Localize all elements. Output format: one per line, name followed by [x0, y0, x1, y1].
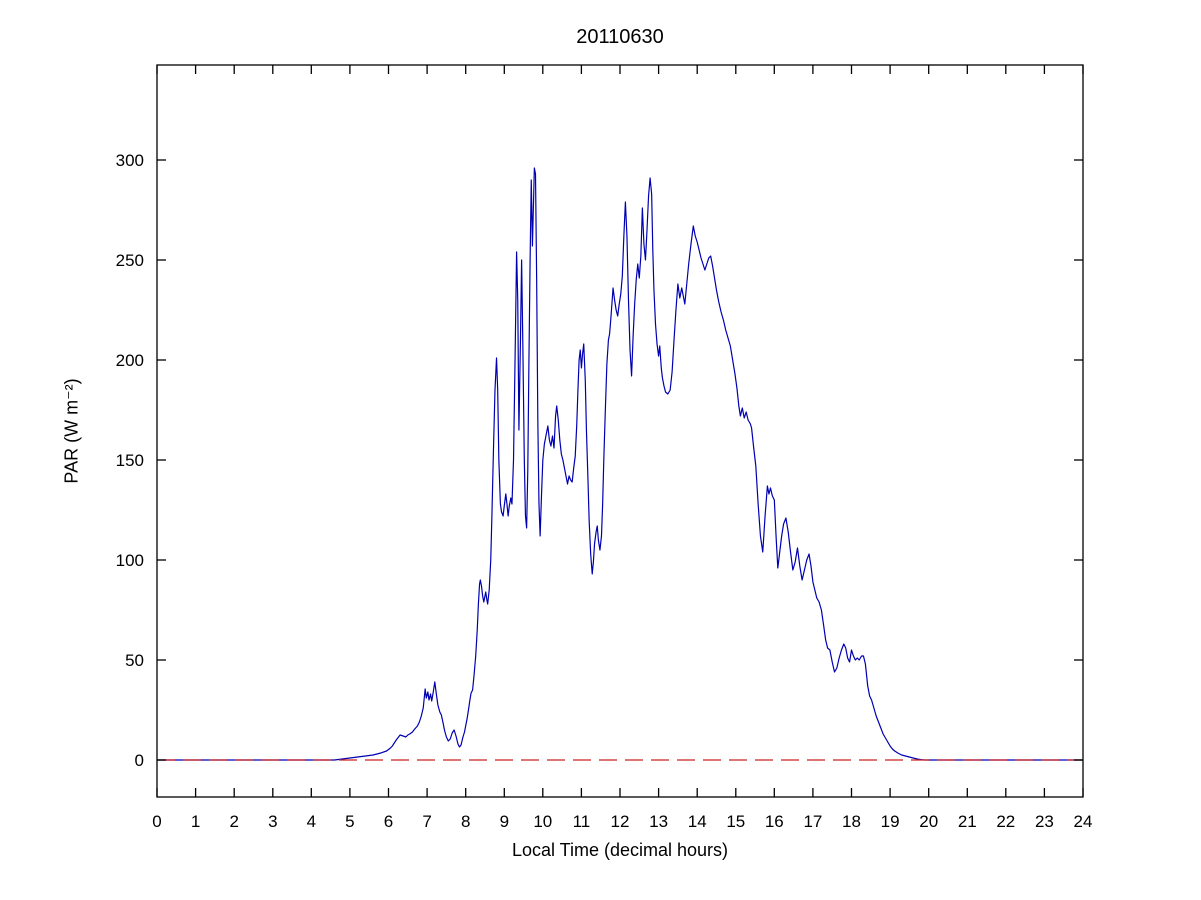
- x-tick-label: 15: [726, 812, 745, 831]
- x-tick-label: 17: [803, 812, 822, 831]
- x-tick-label: 12: [611, 812, 630, 831]
- y-tick-label: 100: [116, 551, 144, 570]
- x-tick-label: 0: [152, 812, 161, 831]
- x-tick-label: 5: [345, 812, 354, 831]
- x-tick-label: 16: [765, 812, 784, 831]
- x-tick-label: 24: [1074, 812, 1093, 831]
- y-tick-label: 0: [135, 751, 144, 770]
- x-tick-label: 1: [191, 812, 200, 831]
- y-tick-label: 300: [116, 151, 144, 170]
- x-axis-label: Local Time (decimal hours): [511, 840, 729, 860]
- x-tick-label: 22: [996, 812, 1015, 831]
- x-tick-label: 2: [229, 812, 238, 831]
- x-tick-label: 14: [688, 812, 707, 831]
- y-tick-label: 150: [116, 451, 144, 470]
- x-tick-label: 20: [919, 812, 938, 831]
- chart-title: 20110630: [576, 26, 664, 48]
- x-tick-label: 13: [649, 812, 668, 831]
- x-tick-label: 3: [268, 812, 277, 831]
- x-tick-label: 8: [461, 812, 470, 831]
- x-tick-label: 4: [307, 812, 316, 831]
- y-tick-label: 200: [116, 351, 144, 370]
- x-tick-label: 11: [573, 812, 591, 831]
- x-tick-label: 6: [384, 812, 393, 831]
- y-tick-label: 50: [125, 651, 144, 670]
- plot-box: [156, 64, 1084, 798]
- series-PAR: [157, 167, 1083, 761]
- x-tick-label: 23: [1035, 812, 1054, 831]
- x-tick-label: 19: [881, 812, 900, 831]
- x-tick-label: 10: [533, 812, 552, 831]
- x-tick-label: 7: [422, 812, 431, 831]
- x-tick-label: 21: [958, 812, 977, 831]
- x-tick-label: 9: [500, 812, 509, 831]
- y-tick-label: 250: [116, 251, 144, 270]
- x-tick-label: 18: [842, 812, 861, 831]
- y-axis-label: PAR (W m⁻²): [61, 378, 82, 484]
